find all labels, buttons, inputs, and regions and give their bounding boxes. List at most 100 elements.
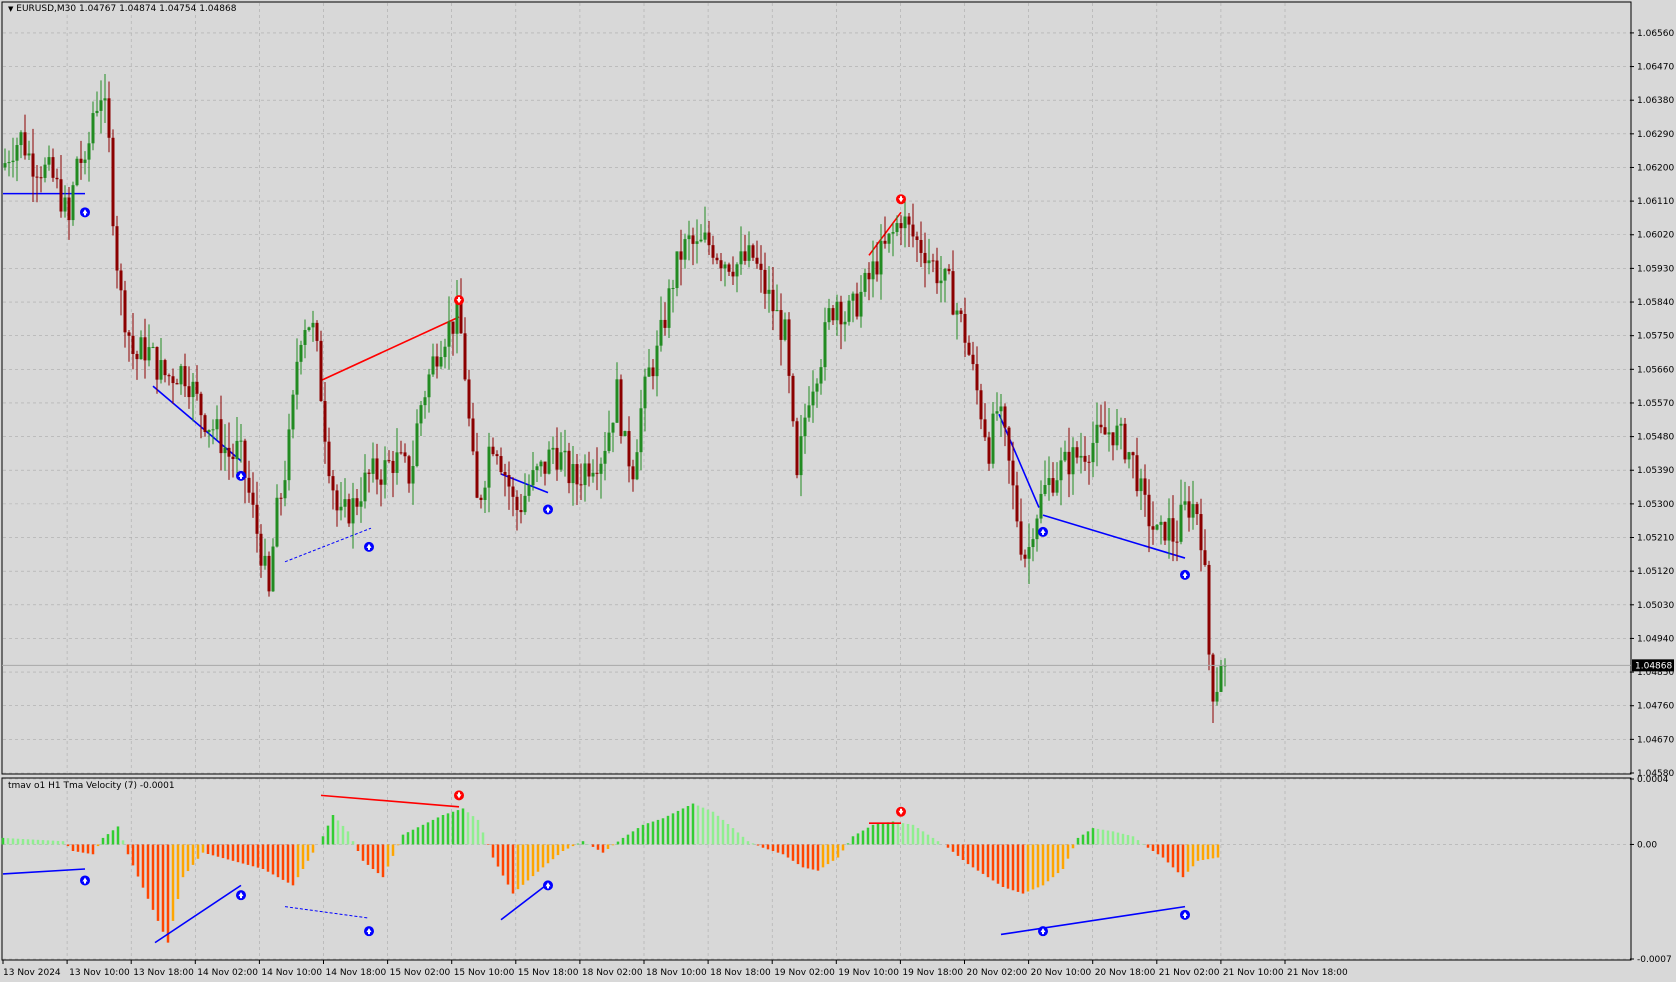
- candle-body: [991, 413, 995, 464]
- candle-body: [495, 454, 499, 457]
- price-grid: [3, 3, 1630, 774]
- candle-body: [651, 367, 655, 377]
- candle-body: [423, 397, 427, 406]
- candle-body: [1203, 550, 1207, 565]
- price-tick-label: 1.06380: [1637, 96, 1674, 106]
- candle-body: [943, 268, 947, 281]
- candle-body: [671, 288, 675, 290]
- indicator-tick-label: -0.0007: [1637, 955, 1672, 965]
- candle-body: [1063, 451, 1067, 461]
- candle-body: [507, 475, 511, 487]
- time-tick-label: 19 Nov 02:00: [774, 968, 835, 978]
- sell-signal-icon[interactable]: [454, 790, 464, 801]
- candle-body: [535, 466, 539, 471]
- candle-body: [835, 301, 839, 321]
- collapse-triangle-icon[interactable]: ▼: [8, 5, 14, 13]
- candle-body: [683, 239, 687, 260]
- candle-body: [643, 376, 647, 409]
- candle-body: [191, 381, 195, 398]
- buy-signal-icon[interactable]: [1038, 526, 1048, 537]
- velocity-trendline: [284, 906, 370, 919]
- candle-body: [1087, 461, 1091, 463]
- candle-body: [1123, 423, 1127, 460]
- candle-body: [1007, 427, 1011, 461]
- buy-signal-icon[interactable]: [236, 470, 246, 481]
- candle-body: [1095, 424, 1099, 443]
- candle-body: [187, 386, 191, 398]
- candle-body: [971, 354, 975, 365]
- candle-body: [143, 337, 147, 361]
- candle-body: [1115, 425, 1119, 446]
- candle-body: [1127, 452, 1131, 460]
- buy-signal-icon[interactable]: [364, 926, 374, 937]
- candle-body: [311, 322, 315, 328]
- candle-body: [215, 419, 219, 430]
- candle-body: [907, 216, 911, 225]
- buy-signal-icon[interactable]: [543, 504, 553, 515]
- sell-signal-icon[interactable]: [454, 295, 464, 306]
- candle-body: [1119, 423, 1123, 426]
- velocity-signal-arrows: [80, 790, 1190, 937]
- candle-body: [39, 177, 43, 179]
- candle-body: [1079, 455, 1083, 458]
- candle-body: [695, 241, 699, 244]
- price-tick-label: 1.05300: [1637, 500, 1674, 510]
- candle-body: [259, 533, 263, 566]
- candle-body: [735, 264, 739, 277]
- candle-body: [871, 261, 875, 280]
- candle-body: [279, 497, 283, 499]
- candle-body: [1219, 665, 1223, 692]
- candle-body: [291, 394, 295, 430]
- current-price-label: 1.04868: [1635, 661, 1672, 671]
- candle-body: [555, 447, 559, 470]
- price-trendline: [320, 316, 460, 382]
- buy-signal-icon[interactable]: [1180, 569, 1190, 580]
- candle-body: [715, 257, 719, 261]
- price-tick-label: 1.05390: [1637, 466, 1674, 476]
- candle-body: [1207, 564, 1211, 655]
- indicator-pane[interactable]: [1, 777, 1632, 961]
- time-tick-label: 13 Nov 18:00: [133, 968, 194, 978]
- buy-signal-icon[interactable]: [364, 541, 374, 552]
- candle-body: [1031, 539, 1035, 548]
- candle-body: [1191, 504, 1195, 518]
- buy-signal-icon[interactable]: [543, 880, 553, 891]
- buy-signal-icon[interactable]: [80, 207, 90, 218]
- candle-body: [491, 446, 495, 455]
- buy-signal-icon[interactable]: [1038, 926, 1048, 937]
- sell-signal-icon[interactable]: [896, 806, 906, 817]
- candle-body: [7, 162, 11, 164]
- candle-body: [751, 245, 755, 258]
- symbol-label: EURUSD,M30: [16, 4, 77, 14]
- time-tick-label: 20 Nov 18:00: [1095, 968, 1156, 978]
- candle-body: [1211, 654, 1215, 702]
- price-tick-label: 1.05480: [1637, 433, 1674, 443]
- buy-signal-icon[interactable]: [236, 890, 246, 901]
- candle-body: [783, 319, 787, 340]
- candle-body: [807, 405, 811, 418]
- velocity-trendlines: [2, 794, 1186, 944]
- candle-body: [203, 415, 207, 432]
- candle-body: [1059, 460, 1063, 481]
- price-tick-label: 1.06290: [1637, 130, 1674, 140]
- candle-body: [1023, 554, 1027, 559]
- time-tick-label: 21 Nov 18:00: [1287, 968, 1348, 978]
- candle-body: [1143, 478, 1147, 495]
- candle-body: [879, 240, 883, 275]
- ohlc-values: 1.04767 1.04874 1.04754 1.04868: [78, 4, 237, 14]
- candle-body: [1159, 521, 1163, 525]
- buy-signal-icon[interactable]: [1180, 909, 1190, 920]
- buy-signal-icon[interactable]: [80, 875, 90, 886]
- candle-body: [979, 390, 983, 420]
- sell-signal-icon[interactable]: [896, 194, 906, 205]
- candle-body: [59, 179, 63, 212]
- candle-body: [999, 406, 1003, 412]
- candle-body: [883, 240, 887, 244]
- candle-body: [547, 449, 551, 474]
- candle-body: [647, 367, 651, 377]
- candle-body: [763, 269, 767, 294]
- velocity-trendline: [2, 868, 86, 875]
- candle-body: [235, 440, 239, 460]
- candle-body: [363, 472, 367, 502]
